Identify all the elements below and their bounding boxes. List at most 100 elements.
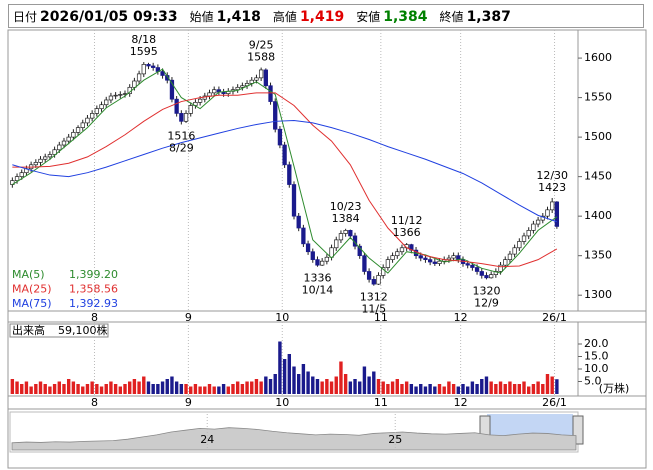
- volume-bar: [292, 366, 296, 394]
- volume-bar: [174, 381, 179, 394]
- volume-bar: [43, 384, 47, 394]
- moving-average-line: [12, 120, 558, 223]
- candle-body: [61, 140, 67, 146]
- volume-bar: [348, 381, 353, 394]
- candle-body: [526, 230, 531, 237]
- candle-body: [113, 94, 118, 97]
- volume-bar: [433, 386, 437, 394]
- annotation-date: 11/12: [391, 214, 423, 227]
- moving-average-line: [12, 92, 558, 268]
- volume-bar: [66, 379, 71, 394]
- volume-bar: [301, 364, 306, 394]
- annotation-price: 1423: [538, 181, 566, 194]
- candle-body: [282, 144, 287, 166]
- x-tick-label: 9: [185, 396, 192, 409]
- volume-bar: [48, 386, 52, 394]
- volume-bar: [20, 384, 24, 394]
- candle-body: [305, 243, 311, 253]
- volume-bar: [226, 386, 230, 394]
- volume-bar: [71, 381, 76, 394]
- annotation-price: 1516: [167, 129, 195, 142]
- x-tick-label: 8: [91, 311, 98, 324]
- candle-body: [348, 230, 353, 237]
- candle-body: [66, 136, 71, 142]
- candle-body: [240, 85, 245, 88]
- volume-bar: [278, 341, 282, 394]
- volume-bar: [494, 384, 498, 394]
- volume-bar: [465, 386, 470, 394]
- x-tick-label: 12: [454, 396, 468, 409]
- candle-body: [287, 164, 292, 185]
- volume-bar: [264, 376, 268, 394]
- candle-body: [381, 267, 386, 276]
- y-tick-label: 1350: [584, 249, 612, 262]
- volume-bar: [512, 384, 517, 394]
- volume-bar: [484, 376, 489, 394]
- volume-bar: [339, 361, 343, 394]
- volume-bar: [10, 379, 15, 394]
- volume-bar: [282, 359, 287, 394]
- volume-bar: [367, 376, 371, 394]
- candle-body: [235, 86, 240, 91]
- volume-bar: [76, 384, 80, 394]
- volume-bar: [315, 379, 320, 394]
- candle-body: [99, 104, 104, 110]
- legend-name: MA(5): [12, 268, 45, 281]
- candle-body: [540, 215, 545, 221]
- volume-bar: [250, 381, 254, 394]
- x-tick-label: 8: [91, 396, 98, 409]
- volume-bar: [146, 381, 151, 394]
- volume-bar: [531, 384, 536, 394]
- volume-bar: [24, 381, 29, 394]
- annotation-date: 12/9: [474, 296, 499, 309]
- candle-body: [212, 89, 217, 94]
- volume-bar: [99, 386, 104, 394]
- x-tick-label: 9: [185, 311, 192, 324]
- annotation-date: 8/18: [131, 33, 156, 46]
- y-tick-label: 5.0: [584, 375, 602, 388]
- header-label: 安値: [356, 10, 381, 24]
- volume-bar: [193, 384, 198, 394]
- candle-body: [320, 260, 325, 266]
- volume-bar: [170, 376, 174, 394]
- candle-body: [57, 144, 62, 151]
- volume-bar: [217, 386, 221, 394]
- candle-body: [169, 79, 175, 100]
- volume-bar: [34, 384, 38, 394]
- navigator-handle[interactable]: [572, 415, 584, 445]
- volume-bar: [508, 381, 512, 394]
- volume-bar: [400, 384, 404, 394]
- volume-bar: [221, 384, 226, 394]
- volume-bar: [259, 381, 263, 394]
- candle-body: [174, 98, 179, 114]
- candle-body: [310, 251, 315, 260]
- navigator-area: [11, 427, 577, 451]
- volume-bar: [343, 374, 348, 394]
- volume-bar: [118, 386, 123, 394]
- candle-body: [14, 176, 20, 181]
- volume-bar: [362, 366, 367, 394]
- candle-body: [85, 117, 90, 124]
- volume-bar: [372, 371, 376, 394]
- legend-value: 1,358.56: [69, 283, 118, 296]
- volume-bar: [198, 386, 202, 394]
- volume-bar: [268, 379, 273, 394]
- candle-body: [423, 257, 428, 260]
- volume-bar: [109, 381, 113, 394]
- candle-body: [207, 92, 212, 97]
- volume-bar: [231, 384, 235, 394]
- volume-bar: [179, 384, 184, 394]
- annotation-date: 10/23: [330, 200, 362, 213]
- candle-body: [498, 264, 503, 272]
- candle-body: [554, 201, 560, 227]
- volume-bar: [296, 374, 301, 394]
- candle-body: [104, 99, 109, 106]
- y-tick-label: 1500: [584, 130, 612, 143]
- volume-bar: [480, 379, 484, 394]
- y-tick-label: 15.0: [584, 350, 609, 363]
- annotation-price: 1312: [360, 291, 388, 304]
- candle-body: [258, 69, 264, 79]
- header-value: 1,387: [466, 9, 511, 25]
- candle-body: [33, 162, 38, 166]
- candle-body: [395, 251, 400, 257]
